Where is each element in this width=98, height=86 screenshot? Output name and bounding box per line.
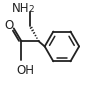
Text: OH: OH: [17, 64, 35, 77]
Text: O: O: [4, 19, 14, 32]
Text: NH: NH: [12, 2, 30, 15]
Text: 2: 2: [29, 5, 34, 14]
